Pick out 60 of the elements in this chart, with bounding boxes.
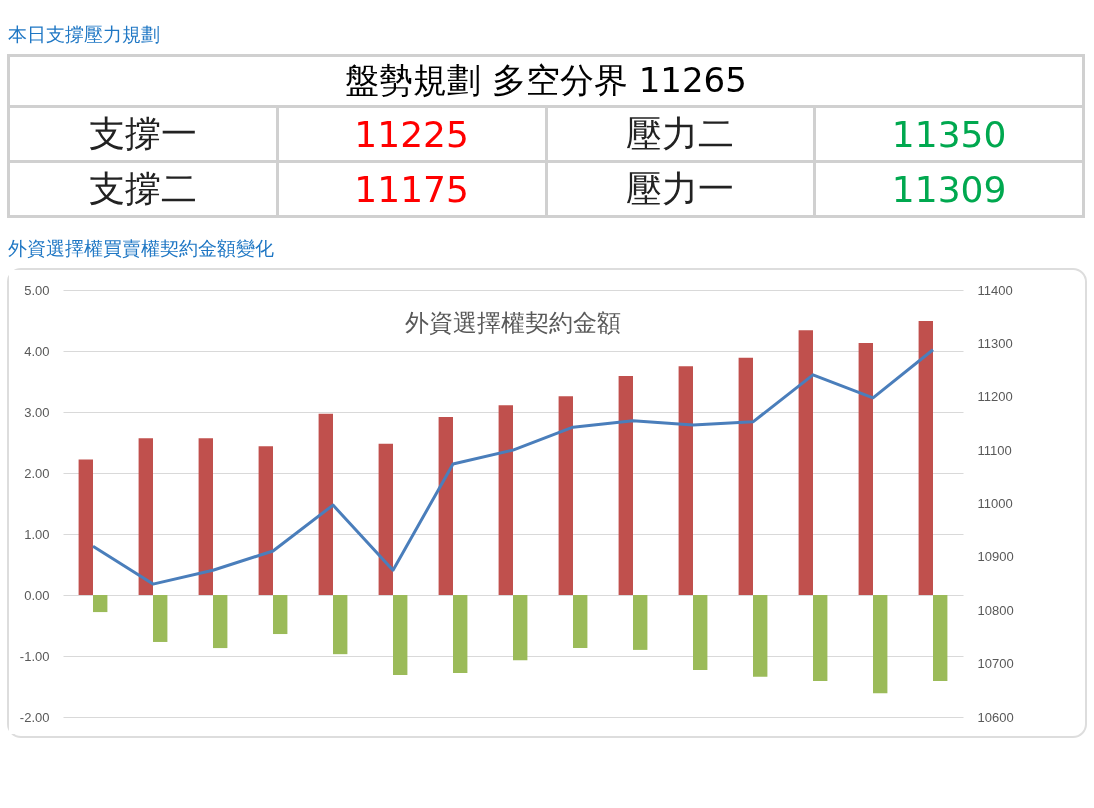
y-tick-label: 5.00 (24, 282, 50, 298)
bar (78, 459, 93, 595)
bar (513, 595, 528, 661)
bar (693, 595, 708, 671)
text: 11175 (277, 161, 546, 217)
y-tick-label: 1.00 (24, 526, 50, 542)
bar (753, 595, 768, 677)
bar (438, 416, 453, 595)
bar (453, 595, 468, 674)
text: 11309 (814, 161, 1084, 217)
y-tick-label: 2.00 (24, 465, 50, 481)
text: 支撐二 (8, 161, 278, 217)
y-tick-label: 0.00 (24, 587, 50, 603)
bar (138, 438, 153, 595)
bar (873, 595, 888, 694)
text: 本日支撐壓力規劃 (8, 22, 161, 46)
y-tick-label: 4.00 (24, 343, 50, 359)
bar (918, 321, 933, 595)
bar (273, 595, 288, 635)
y2-tick-label: 11200 (977, 389, 1013, 405)
y2-tick-label: 10800 (977, 602, 1014, 618)
y2-tick-label: 10900 (977, 549, 1014, 565)
text: 外資選擇權契約金額 (405, 309, 621, 337)
bar (633, 595, 648, 650)
bar (498, 405, 513, 595)
bar (213, 595, 228, 649)
y2-tick-label: 10600 (977, 709, 1014, 725)
bar (813, 595, 828, 682)
y2-tick-label: 11400 (977, 282, 1013, 298)
y2-tick-label: 11000 (977, 496, 1013, 511)
y-tick-label: 3.00 (24, 404, 50, 420)
bar (573, 595, 588, 649)
bar (378, 443, 393, 595)
text: 壓力二 (546, 106, 815, 162)
bar (858, 343, 873, 595)
bar (933, 595, 948, 682)
y2-tick-label: 10700 (977, 656, 1014, 672)
bar (93, 595, 108, 613)
bar (258, 446, 273, 595)
bar (153, 595, 168, 642)
bar (618, 376, 633, 595)
bar (393, 595, 408, 675)
y-tick-label: -2.00 (19, 709, 50, 725)
bar (678, 366, 693, 595)
bar (198, 438, 213, 595)
bar (798, 330, 813, 595)
text: 壓力一 (546, 161, 815, 217)
chart-subtitle: 外資選擇權買賣權契約金額變化 (8, 236, 275, 260)
bar (738, 357, 753, 595)
bar (318, 413, 333, 595)
line-series (91, 348, 935, 586)
y2-tick-label: 11300 (977, 335, 1013, 351)
y2-tick-label: 11100 (977, 442, 1012, 458)
text: 盤勢規劃 多空分界 11265 (8, 55, 1084, 107)
text: 11225 (277, 106, 546, 162)
bar (558, 396, 573, 595)
text: 支撐一 (8, 106, 278, 162)
text: 11350 (814, 106, 1084, 162)
bar (333, 595, 348, 655)
y-tick-label: -1.00 (19, 648, 50, 664)
